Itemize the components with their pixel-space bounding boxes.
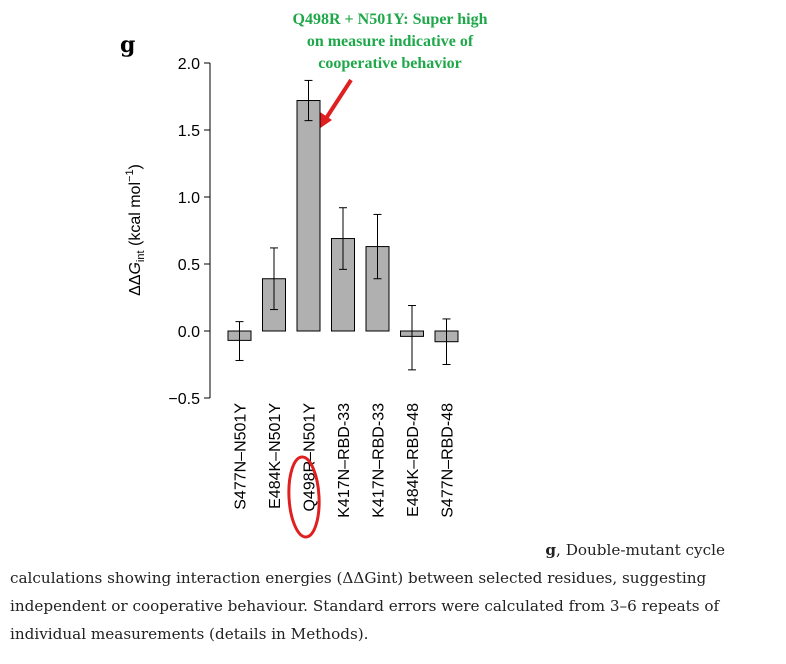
category-label: K417N–RBD-33 (371, 403, 388, 518)
category-label: E484K–N501Y (267, 403, 284, 509)
category-label: S477N–N501Y (233, 403, 250, 510)
caption-lead: g, Double-mutant cycle (545, 541, 725, 559)
y-tick-label: −0.5 (168, 391, 200, 408)
annotation-line-1: Q498R + N501Y: Super high (293, 11, 488, 28)
bars-group (227, 79, 459, 371)
y-tick-label: 2.0 (178, 56, 200, 73)
annotation: Q498R + N501Y: Super high on measure ind… (293, 11, 488, 72)
double-mutant-bar-chart: g Q498R + N501Y: Super high on measure i… (120, 11, 488, 539)
annotation-line-3: cooperative behavior (318, 55, 462, 72)
category-labels: S477N–N501Y E484K–N501Y Q498R–N501Y K417N–R… (233, 403, 457, 518)
y-tick-label: 1.5 (178, 123, 200, 140)
figure-caption: g, Double-mutant cycle calculations show… (10, 536, 780, 648)
y-axis-label: ΔΔGint (kcal mol−1) (124, 164, 147, 296)
category-label: S477N–RBD-48 (440, 403, 457, 518)
annotation-arrow-shaft (323, 78, 353, 122)
y-tick-label: 1.0 (178, 190, 200, 207)
category-label: K417N–RBD-33 (336, 403, 353, 518)
y-tick-label: 0.0 (178, 324, 200, 341)
highlight-circle (287, 455, 321, 539)
y-tick-label: 0.5 (178, 257, 200, 274)
caption-body: calculations showing interaction energie… (10, 569, 720, 643)
annotation-arrow (316, 78, 353, 131)
category-label: Q498R–N501Y (302, 403, 319, 512)
panel-label: g (120, 32, 135, 58)
category-label: E484K–RBD-48 (405, 403, 422, 517)
annotation-line-2: on measure indicative of (307, 33, 474, 50)
y-axis: −0.5 0.0 0.5 1.0 1.5 2.0 (168, 56, 211, 408)
bar (296, 100, 321, 332)
